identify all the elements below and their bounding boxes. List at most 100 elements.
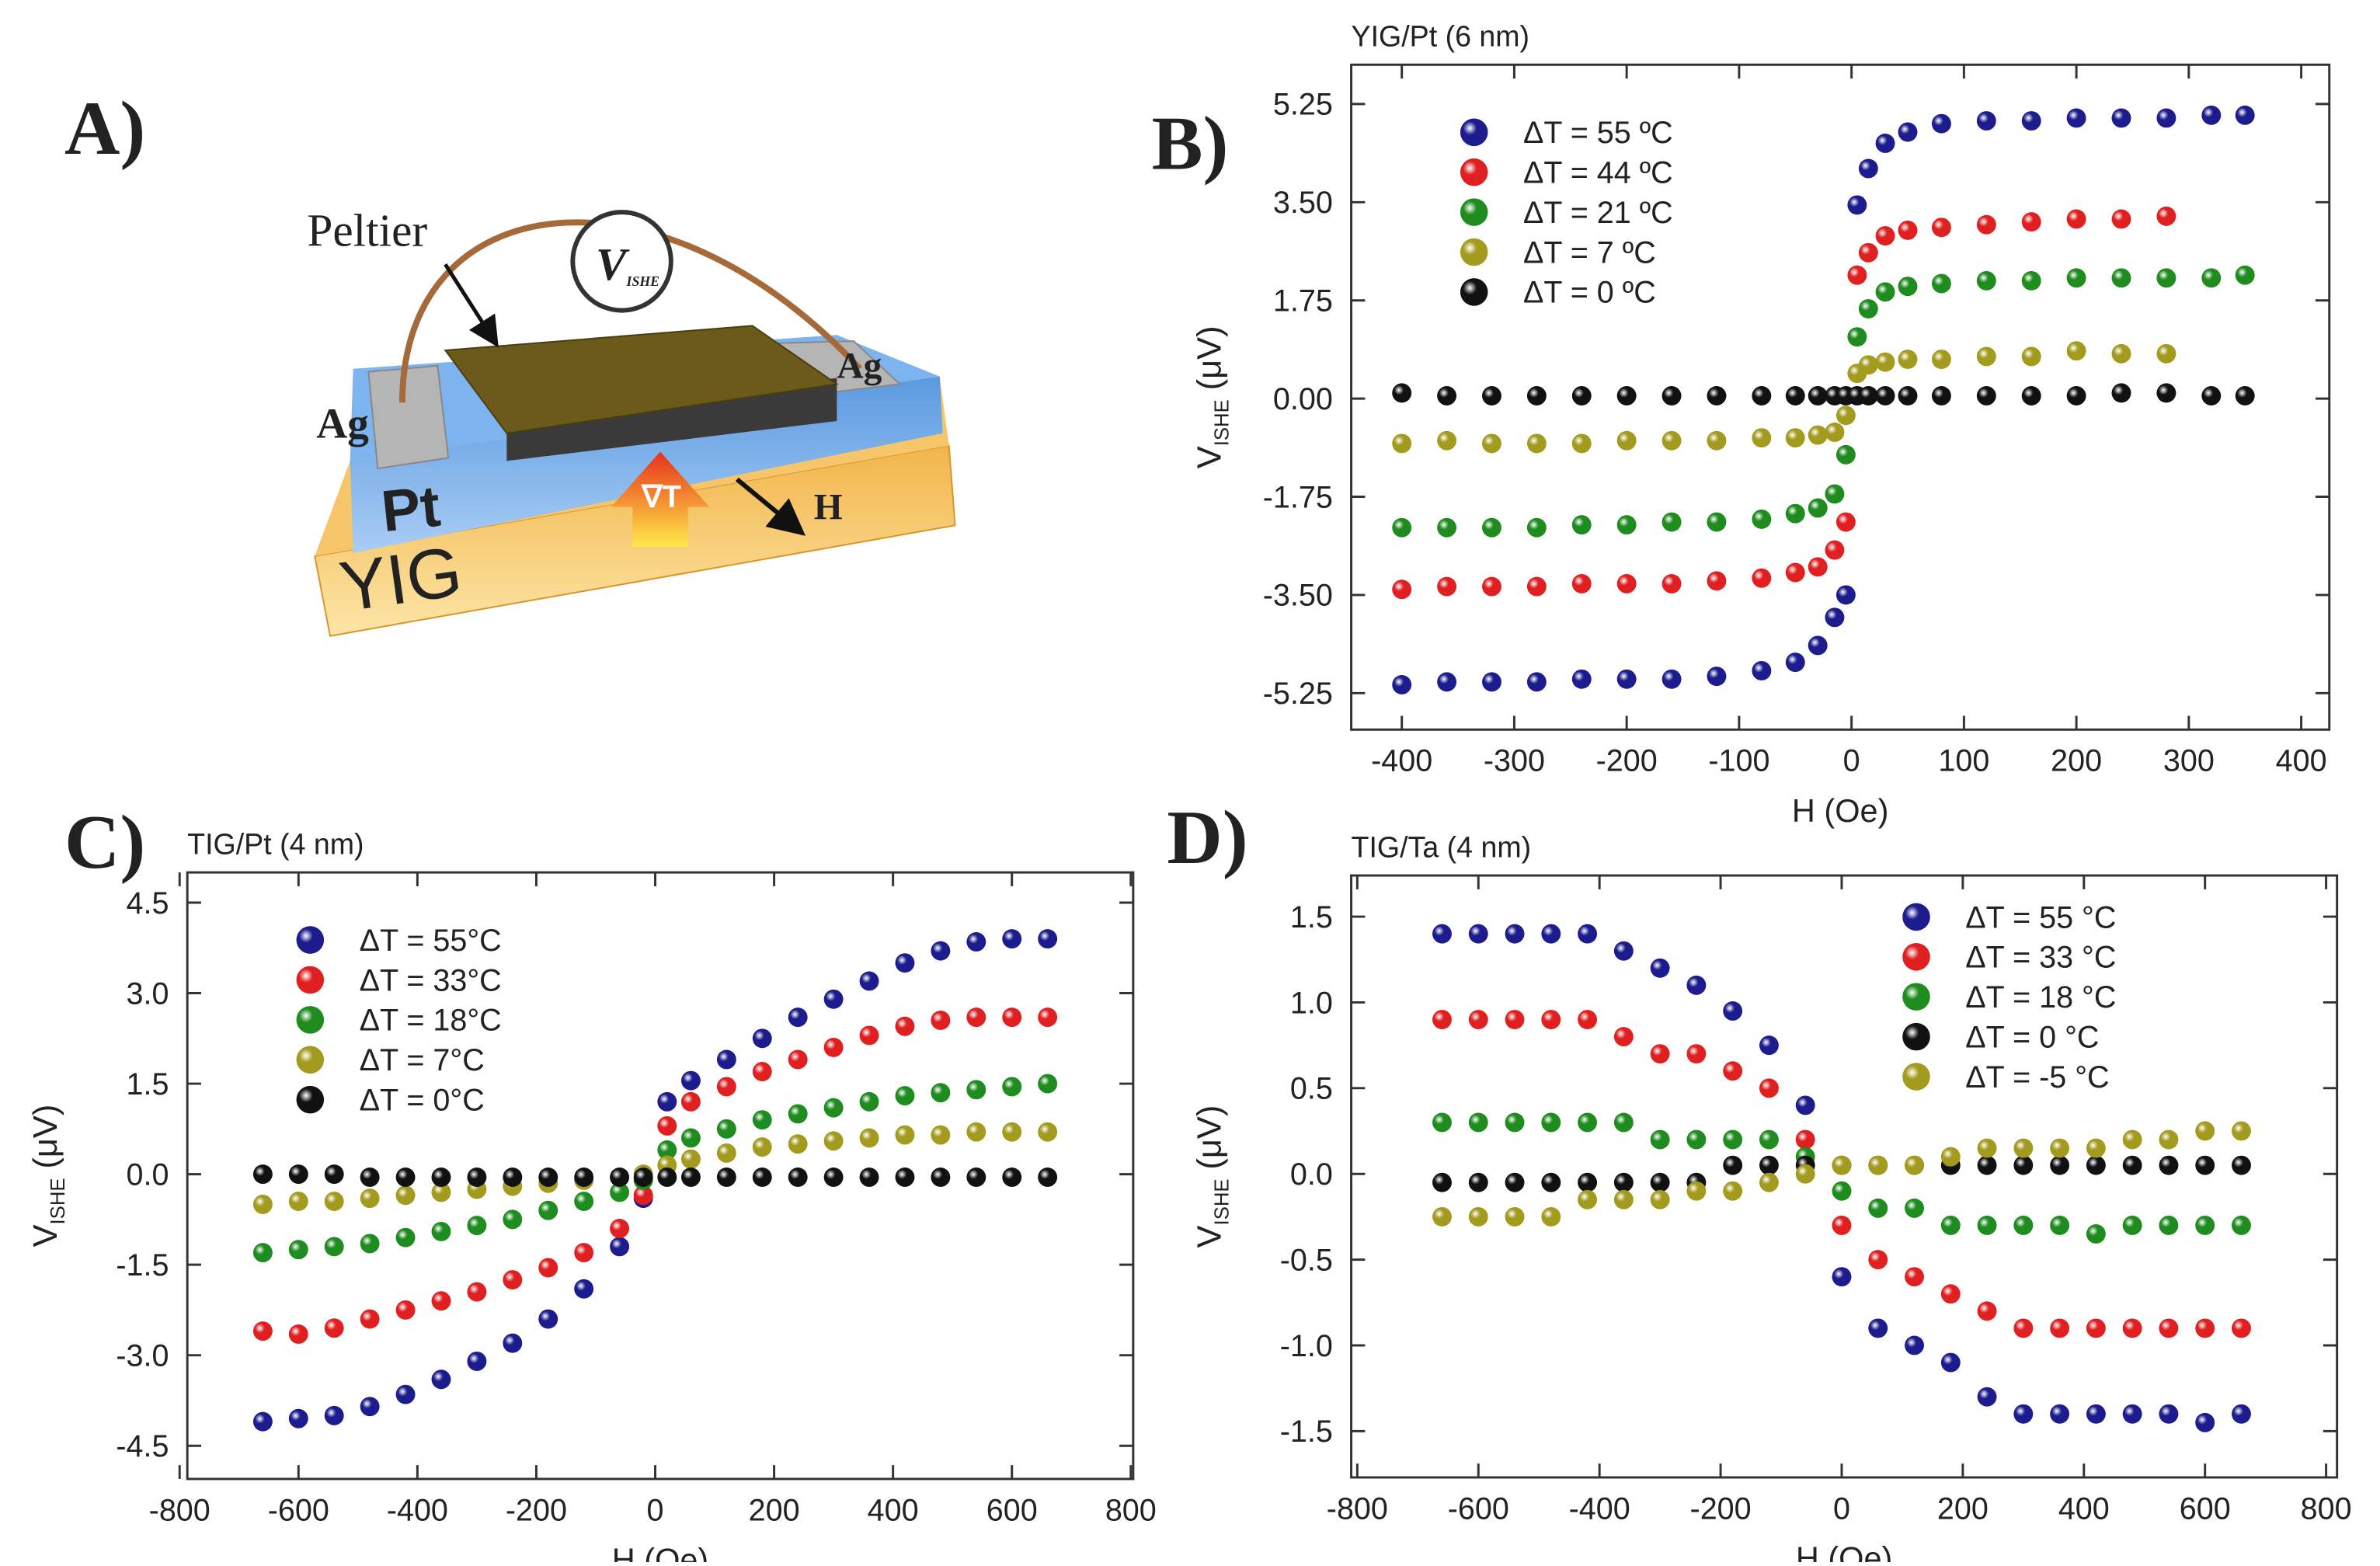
marker	[1977, 1387, 1997, 1407]
legend-marker	[1902, 1063, 1930, 1091]
marker	[1526, 576, 1547, 597]
marker	[1835, 585, 1856, 605]
x-tick-label: 800	[1105, 1493, 1157, 1527]
marker	[2021, 212, 2041, 232]
marker	[1898, 386, 1918, 405]
marker	[1898, 220, 1918, 240]
marker	[2156, 343, 2176, 364]
marker	[1392, 433, 1412, 454]
marker	[2159, 1129, 2179, 1150]
marker	[1526, 672, 1547, 692]
y-label-sub: ISHE	[1211, 399, 1233, 446]
marker	[252, 1164, 273, 1185]
marker	[2159, 1318, 2179, 1338]
marker	[2235, 105, 2255, 125]
y-tick-label: 0.0	[127, 1157, 169, 1192]
x-tick-label: 200	[749, 1493, 800, 1527]
marker	[1847, 327, 1867, 347]
h-arrow	[735, 477, 806, 536]
legend-marker	[296, 1085, 325, 1114]
marker	[1571, 574, 1592, 593]
marker	[2122, 1404, 2142, 1424]
marker	[467, 1351, 487, 1371]
y-tick-label: 4.5	[127, 886, 169, 920]
marker	[1578, 924, 1598, 944]
x-tick-label: -400	[387, 1493, 448, 1527]
marker	[360, 1234, 380, 1254]
marker	[1571, 433, 1592, 454]
marker	[1541, 1172, 1561, 1192]
marker	[1835, 512, 1856, 532]
peltier-side	[506, 378, 837, 461]
marker	[823, 1037, 844, 1057]
marker	[1707, 430, 1727, 451]
y-tick-label: -1.0	[1280, 1329, 1333, 1363]
marker	[716, 1119, 736, 1139]
marker	[467, 1282, 487, 1302]
marker	[931, 1125, 951, 1145]
marker	[1905, 1198, 1924, 1218]
marker	[1825, 607, 1845, 628]
marker	[1616, 386, 1637, 405]
marker	[2013, 1215, 2034, 1235]
marker	[1752, 660, 1772, 680]
x-tick-label: -600	[1448, 1491, 1509, 1526]
marker	[1825, 540, 1845, 560]
y-label-main: V	[27, 1224, 64, 1247]
marker	[680, 1070, 701, 1091]
marker	[1759, 1155, 1779, 1175]
marker	[895, 1016, 915, 1036]
marker	[1931, 386, 1951, 405]
y-tick-label: 1.5	[127, 1067, 169, 1101]
legend-label: ΔT = 0 °C	[1965, 1020, 2099, 1054]
marker	[1468, 1112, 1488, 1133]
marker	[1526, 433, 1547, 454]
marker	[1432, 924, 1452, 944]
marker	[431, 1221, 451, 1241]
marker	[931, 1168, 951, 1187]
marker	[2232, 1121, 2251, 1141]
marker	[1686, 1044, 1707, 1064]
legend-marker	[296, 926, 325, 954]
y-label-main: V	[1192, 1225, 1229, 1248]
marker	[895, 1168, 915, 1187]
voltmeter-label: VISHE	[596, 238, 659, 290]
marker	[1858, 355, 1878, 375]
marker	[1825, 422, 1845, 442]
marker	[1723, 1155, 1743, 1175]
x-tick-label: 400	[868, 1493, 919, 1527]
marker	[1432, 1206, 1452, 1227]
marker	[1940, 1147, 1961, 1167]
legend-marker	[1902, 943, 1930, 971]
marker	[2066, 386, 2086, 405]
marker	[1832, 1215, 1852, 1235]
x-tick-label: -200	[1690, 1491, 1752, 1526]
marker	[2195, 1155, 2215, 1175]
marker	[633, 1185, 653, 1206]
marker	[1752, 568, 1772, 588]
legend-marker	[1902, 983, 1930, 1011]
marker	[1723, 1001, 1743, 1021]
y-tick-label: -3.0	[116, 1339, 169, 1373]
marker	[1752, 428, 1772, 448]
arrow	[444, 263, 499, 348]
marker	[1785, 562, 1805, 583]
marker	[288, 1408, 308, 1429]
marker	[1613, 1027, 1634, 1047]
marker	[1858, 242, 1878, 263]
marker	[252, 1194, 273, 1214]
marker	[1650, 1172, 1670, 1192]
marker	[859, 1128, 879, 1148]
y-tick-label: 3.0	[127, 976, 169, 1011]
marker	[360, 1168, 380, 1187]
marker	[1613, 1189, 1634, 1209]
marker	[2086, 1155, 2106, 1175]
marker	[538, 1258, 558, 1278]
x-tick-label: 400	[2058, 1491, 2110, 1526]
marker	[1437, 672, 1457, 692]
y-tick-label: -4.5	[116, 1429, 169, 1463]
marker	[788, 1134, 808, 1154]
marker	[859, 971, 879, 991]
marker	[1847, 265, 1867, 285]
